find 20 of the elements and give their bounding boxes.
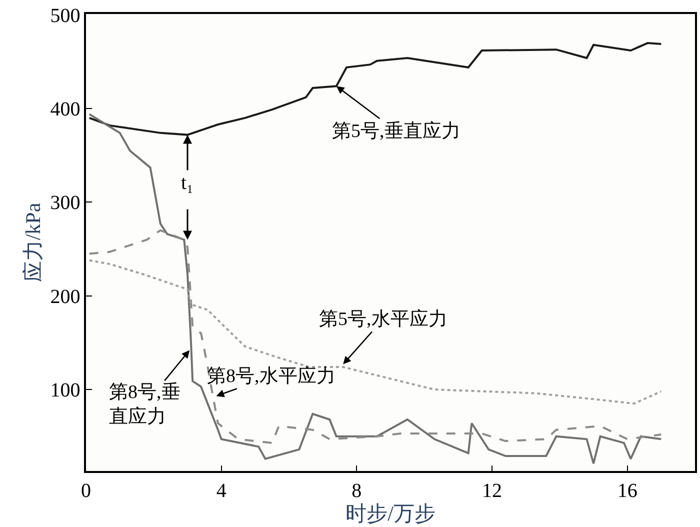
x-tick-label: 0 (81, 480, 91, 502)
x-tick-label: 8 (352, 480, 362, 502)
y-tick-label: 500 (50, 4, 80, 27)
y-tick-label: 400 (50, 98, 80, 121)
annotation: 第5号,水平应力 (319, 308, 448, 330)
x-tick-label: 16 (617, 480, 638, 502)
annotation: t₁ (181, 172, 194, 194)
annotation: 第8号,水平应力 (207, 365, 336, 387)
x-axis-title: 时步/万步 (346, 502, 436, 526)
x-tick-label: 12 (482, 480, 502, 502)
y-tick-label: 100 (50, 380, 80, 402)
y-tick-label: 200 (50, 286, 80, 308)
y-axis-title: 应力/kPa (20, 202, 45, 282)
y-tick-label: 300 (50, 192, 80, 214)
annotation: 第5号,垂直应力 (332, 120, 460, 142)
line-series (88, 229, 662, 444)
line-series (88, 113, 662, 465)
annotation: 第8号,垂直应力 (109, 382, 180, 428)
x-tick-label: 4 (216, 480, 226, 502)
line-series (88, 259, 662, 405)
